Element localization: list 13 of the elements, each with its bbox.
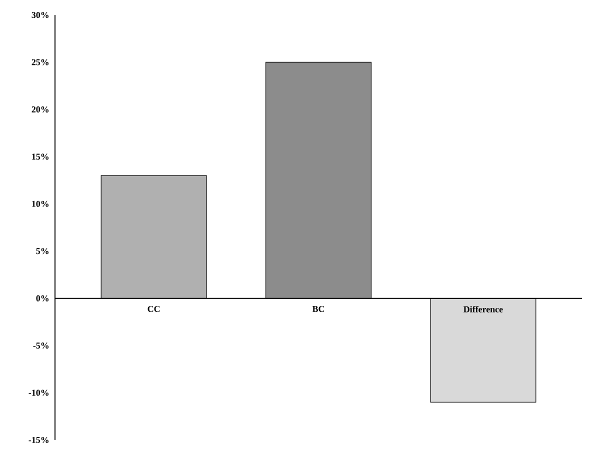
- x-tick-label: CC: [148, 306, 160, 312]
- y-tick-label: 5%: [36, 248, 49, 254]
- y-tick-label: 25%: [32, 59, 49, 66]
- y-tick-label: -10%: [28, 390, 49, 396]
- y-tick-label: 0%: [36, 295, 49, 302]
- y-tick-label: 30%: [32, 12, 49, 18]
- x-tick-label: Difference: [464, 306, 503, 312]
- y-tick-label: 10%: [32, 200, 49, 207]
- y-tick-label: 15%: [32, 154, 49, 160]
- y-tick-label: 20%: [32, 106, 49, 112]
- y-tick-label: -5%: [33, 342, 49, 349]
- y-tick-label: -15%: [28, 436, 49, 444]
- x-tick-label: BC: [312, 306, 324, 312]
